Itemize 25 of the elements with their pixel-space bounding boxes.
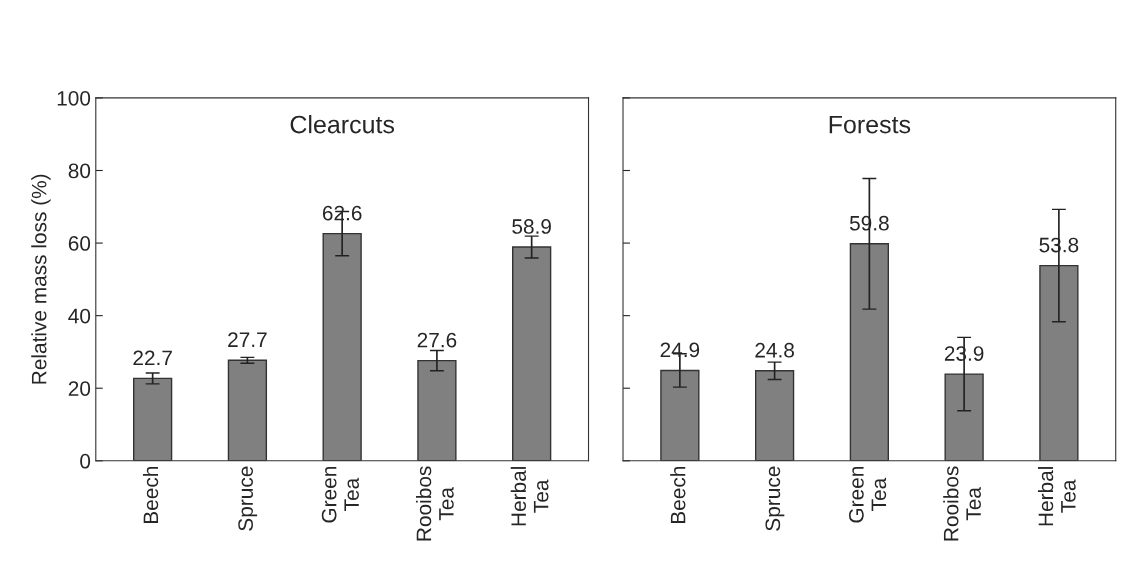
x-tick-label: Beech: [142, 467, 159, 524]
x-tick-label: Rooibos Tea: [943, 466, 981, 541]
y-tick-label: 80: [68, 163, 91, 179]
x-tick-label: Herbal Tea: [510, 467, 549, 526]
x-tick-label: Rooibos Tea: [415, 466, 454, 541]
data-label: 58.9: [512, 219, 551, 234]
y-tick-label: 40: [68, 308, 91, 324]
data-label: 22.7: [133, 350, 172, 366]
data-label: 27.7: [228, 332, 267, 347]
text: Forests: [829, 115, 911, 134]
y-axis-title: Relative mass loss (%): [31, 174, 51, 384]
x-tick-label: Spruce: [238, 466, 258, 531]
x-tick-label: Green Tea: [321, 467, 359, 523]
data-label: 27.6: [417, 332, 457, 348]
data-label: 24.8: [755, 342, 794, 358]
data-label: 62.6: [322, 205, 362, 221]
x-tick-label: Green Tea: [848, 467, 887, 523]
x-tick-label: Herbal Tea: [1037, 467, 1076, 526]
text: Clearcuts: [290, 115, 395, 134]
y-tick-label: 100: [57, 90, 91, 106]
y-tick-label: 20: [68, 381, 91, 396]
x-tick-label: Spruce: [765, 466, 785, 531]
y-tick-label: 0: [80, 453, 91, 469]
x-tick-label: Beech: [670, 467, 686, 524]
y-tick-label: 60: [68, 236, 91, 251]
